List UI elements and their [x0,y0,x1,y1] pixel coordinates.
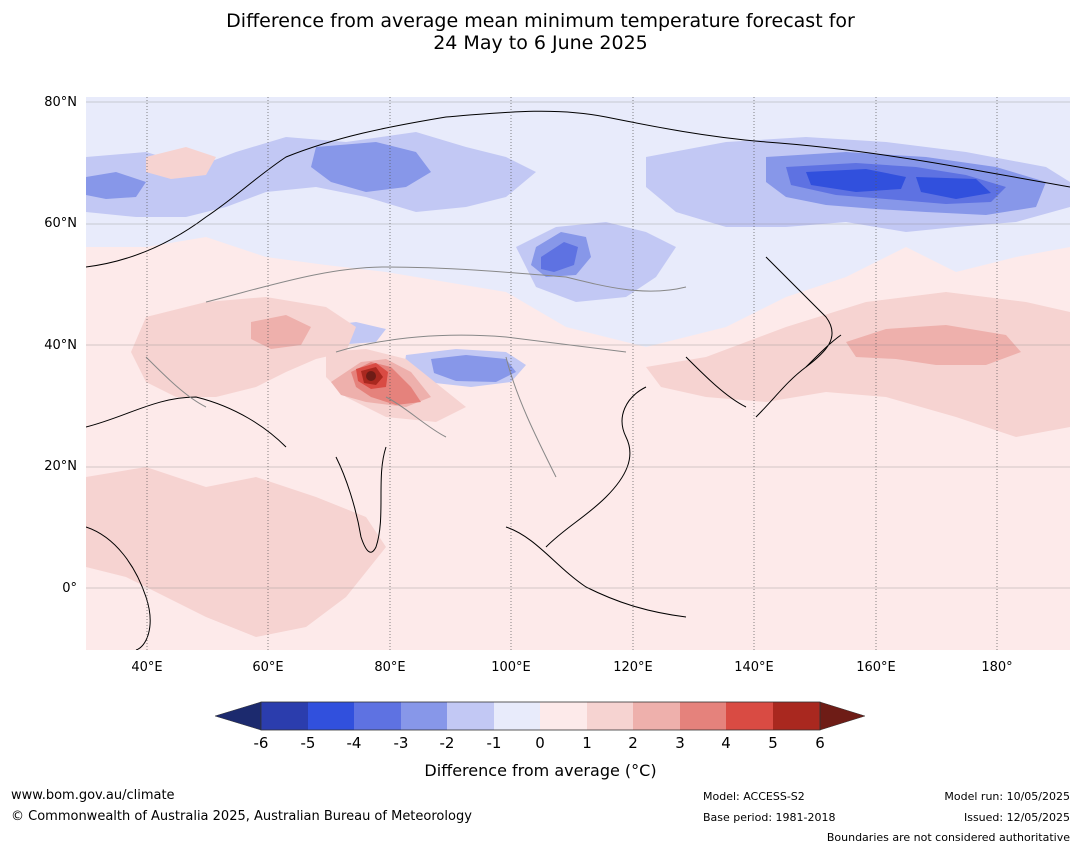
warm-patch-scandinavia [146,147,216,179]
lon-label-100e: 100°E [491,660,531,675]
title-line-1: Difference from average mean minimum tem… [226,10,855,32]
colorbar-bin-neg0 [494,702,540,730]
colorbar-bin-pos2 [633,702,680,730]
colorbar-tick: 6 [815,734,825,752]
colorbar-tick: -4 [346,734,362,752]
cold-patch-ural [311,142,431,192]
warmer-patch-caspian [251,315,311,349]
longitude-gridlines [146,97,998,650]
coastlines [86,110,1070,650]
colorbar-arrow-high [819,701,866,731]
lon-label-140e: 140°E [734,660,774,675]
website-link[interactable]: www.bom.gov.au/climate [11,788,175,803]
lat-label-60n: 60°N [44,216,77,231]
temperature-anomaly-map [86,97,1070,650]
colorbar-bin-pos4 [726,702,773,730]
colorbar [215,701,866,731]
colorbar-bin-pos3 [680,702,726,730]
base-period: Base period: 1981-2018 [703,811,836,824]
colorbar-bin-neg2 [401,702,447,730]
colorbar-bin-pos5 [773,702,820,730]
lat-label-0: 0° [62,581,77,596]
colorbar-tick: -5 [300,734,316,752]
lon-label-160e: 160°E [856,660,896,675]
colorbar-bin-neg3 [354,702,401,730]
colorbar-tick: 5 [768,734,778,752]
colorbar-title: Difference from average (°C) [0,761,1081,780]
cool-patch-scandinavia [86,132,536,217]
colorbar-tick: -1 [486,734,502,752]
colorbar-bin-neg4 [308,702,354,730]
map-svg [86,97,1070,650]
model-name: Model: ACCESS-S2 [703,790,805,803]
colorbar-tick: 3 [675,734,685,752]
colorbar-tick: 1 [582,734,592,752]
warm-patch-india-ocean [86,467,386,637]
lat-label-20n: 20°N [44,459,77,474]
lon-label-120e: 120°E [613,660,653,675]
issued-date: Issued: 12/05/2025 [963,811,1070,824]
cold-patch-tibet [431,355,516,382]
colorbar-tick: -2 [439,734,455,752]
colorbar-outline [260,701,821,731]
colder-patch-baikal [541,242,578,272]
colorbar-tick: 4 [721,734,731,752]
cold-patch-nw [86,172,146,199]
colorbar-tick: -6 [253,734,269,752]
colorbar-tick: 0 [535,734,545,752]
lon-label-60e: 60°E [252,660,284,675]
lon-label-80e: 80°E [374,660,406,675]
lon-label-40e: 40°E [131,660,163,675]
colorbar-bin-pos0 [540,702,587,730]
colorbar-bin-neg1 [447,702,494,730]
title-line-2: 24 May to 6 June 2025 [433,32,648,54]
model-run-date: Model run: 10/05/2025 [944,790,1070,803]
colorbar-bin-pos1 [587,702,633,730]
copyright-text: © Commonwealth of Australia 2025, Austra… [11,809,472,824]
extreme-core [366,371,376,381]
colorbar-title-text: Difference from average (°C) [424,761,657,780]
lat-label-40n: 40°N [44,338,77,353]
lat-label-80n: 80°N [44,95,77,110]
latitude-gridlines [86,101,1070,589]
colorbar-arrow-low [215,701,262,731]
colorbar-bin-neg5 [261,702,308,730]
coldest-patch-east [806,169,991,199]
colorbar-tick: -3 [393,734,409,752]
lon-label-180: 180° [981,660,1013,675]
map-title: Difference from average mean minimum tem… [0,10,1081,54]
boundaries-disclaimer: Boundaries are not considered authoritat… [826,831,1070,844]
country-borders [145,266,687,478]
colorbar-tick: 2 [628,734,638,752]
